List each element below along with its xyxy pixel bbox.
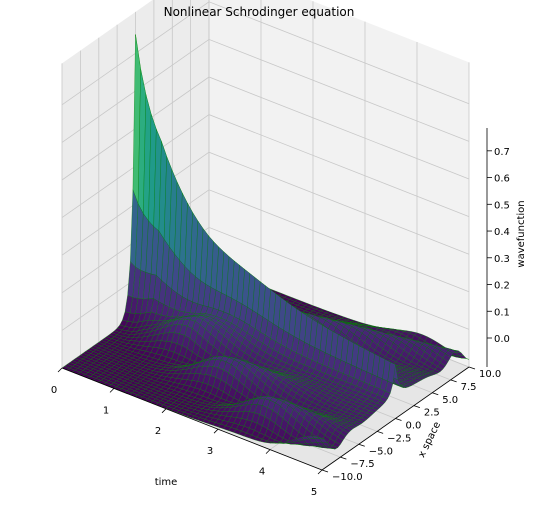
space-tick-mark xyxy=(340,456,347,460)
grid-line-value xyxy=(61,151,470,256)
value-tick-label: 0.7 xyxy=(494,147,510,158)
space-tick-mark xyxy=(321,469,329,473)
value-tick-label: 0.0 xyxy=(494,334,510,345)
grid-line-value xyxy=(61,226,470,331)
space-tick-mark xyxy=(450,379,457,383)
space-tick-label: 5.0 xyxy=(442,395,458,406)
time-tick-mark xyxy=(109,388,115,393)
space-tick-label: −2.5 xyxy=(387,433,411,444)
time-tick-label: 0 xyxy=(51,385,57,396)
grid-line-value xyxy=(61,1,470,106)
space-tick-label: −5.0 xyxy=(369,446,393,457)
value-tick-label: 0.5 xyxy=(494,200,510,211)
time-tick-mark xyxy=(57,367,63,373)
time-tick-label: 2 xyxy=(155,426,161,437)
space-tick-label: −7.5 xyxy=(350,459,374,470)
grid-line-value xyxy=(61,189,470,294)
surface-mesh xyxy=(61,34,470,450)
time-tick-label: 3 xyxy=(207,446,213,457)
time-tick-mark xyxy=(265,449,271,454)
tick-labels: 012345−10.0−7.5−5.0−2.50.02.55.07.510.00… xyxy=(51,147,510,498)
time-axis-line xyxy=(61,367,323,471)
time-tick-mark xyxy=(213,428,219,434)
z-axis-label: wavefunction xyxy=(516,200,527,267)
surface-cell xyxy=(316,436,325,440)
space-tick-label: 2.5 xyxy=(424,408,440,419)
value-tick-label: 0.3 xyxy=(494,254,510,265)
value-tick-label: 0.2 xyxy=(494,281,510,292)
space-tick-mark xyxy=(358,443,365,447)
space-tick-mark xyxy=(413,405,421,409)
grid-line-value xyxy=(61,114,470,218)
space-tick-label: 0.0 xyxy=(406,421,422,432)
time-tick-mark xyxy=(317,469,323,475)
grid-line-value xyxy=(61,38,470,143)
chart-title: Nonlinear Schrodinger equation xyxy=(164,5,355,19)
value-tick-label: 0.6 xyxy=(494,174,510,185)
space-tick-mark xyxy=(395,418,402,421)
value-tick-label: 0.4 xyxy=(494,227,510,238)
space-tick-mark xyxy=(468,366,476,370)
time-tick-label: 4 xyxy=(259,467,265,478)
value-tick-label: 0.1 xyxy=(494,307,510,318)
space-tick-label: −10.0 xyxy=(332,472,363,483)
back-pane xyxy=(209,0,469,367)
space-tick-mark xyxy=(376,430,384,434)
time-tick-label: 5 xyxy=(311,487,317,498)
space-tick-mark xyxy=(432,392,439,396)
space-tick-label: 10.0 xyxy=(479,369,501,380)
time-tick-mark xyxy=(161,408,167,414)
time-tick-label: 1 xyxy=(103,405,109,416)
space-tick-label: 7.5 xyxy=(461,382,477,393)
grid-line-value xyxy=(61,76,470,181)
x-axis-label: time xyxy=(155,477,178,488)
